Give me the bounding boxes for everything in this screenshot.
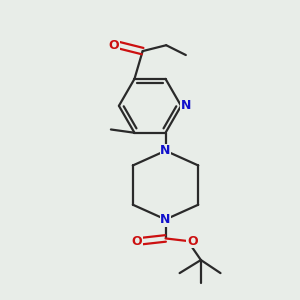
Text: O: O <box>131 235 142 248</box>
Text: O: O <box>109 39 119 52</box>
Text: N: N <box>181 99 191 112</box>
Text: N: N <box>160 144 171 157</box>
Text: O: O <box>187 235 198 248</box>
Text: N: N <box>160 213 171 226</box>
